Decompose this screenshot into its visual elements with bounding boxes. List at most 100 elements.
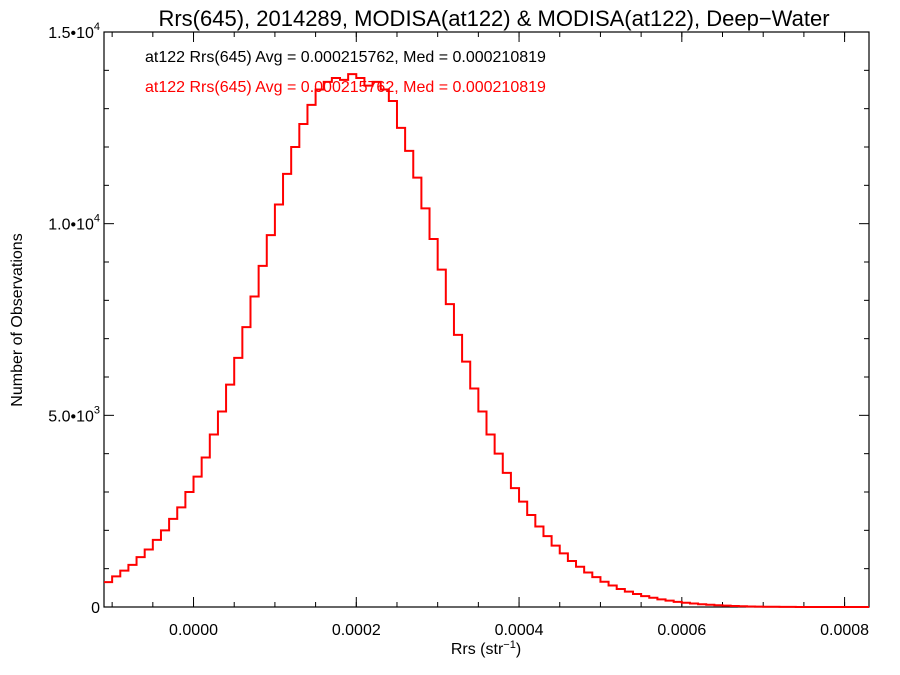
histogram-bin [478,412,486,608]
histogram-bin [112,576,120,607]
stats-annotation-black: at122 Rrs(645) Avg = 0.000215762, Med = … [145,49,546,66]
x-axis-label-end: ) [516,641,521,658]
y-tick-label-main: 1.0•10 [48,217,94,234]
histogram-bin [421,208,429,607]
histogram-bin [128,565,136,607]
histogram-bin [267,235,275,607]
histogram-bin [348,74,356,607]
histogram-bin [503,473,511,607]
histogram-bin [283,174,291,607]
series-layer [104,73,869,608]
y-tick-label-exponent: 4 [94,21,100,33]
histogram-bin [324,82,332,607]
histogram-bin [373,82,381,607]
stats-annotation-red: at122 Rrs(645) Avg = 0.000215762, Med = … [145,79,546,96]
histogram-bin [527,515,535,607]
histogram-bin [633,594,641,607]
histogram-bin [405,151,413,607]
x-axis-label-sup: −1 [503,639,516,651]
histogram-bin [291,147,299,607]
histogram-bin [226,385,234,607]
histogram-bin [137,557,145,607]
y-tick-label-exponent: 4 [94,213,100,225]
histogram-bin [723,606,731,607]
x-axis-label: Rrs (str−1) [451,639,521,658]
histogram-bin [690,604,698,607]
histogram-bin [747,606,755,607]
histogram-bin [161,530,169,607]
histogram-bin [177,507,185,607]
histogram-bin [259,266,267,607]
histogram-bin [454,335,462,607]
histogram-bin [609,586,617,607]
histogram-bin [356,78,364,607]
y-tick-label-main: 1.5•10 [48,25,94,42]
histogram-bin [739,606,747,607]
histogram-bin [666,601,674,607]
histogram-bin [364,86,372,607]
histogram-bin [438,270,446,607]
y-tick-label-exponent: 3 [94,404,100,416]
histogram-bin [153,540,161,607]
histogram-bin [674,602,682,607]
histogram-bin [487,435,495,608]
histogram-bin [657,599,665,607]
y-tick-label: 5.0•103 [48,404,100,425]
histogram-bin [511,488,519,607]
histogram-bin [584,573,592,608]
x-tick-label: 0.0006 [657,622,706,639]
x-axis: 0.0000 0.0002 0.0004 0.0006 0.0008 [111,32,869,639]
histogram-bin [234,358,242,607]
histogram-bin [682,603,690,607]
histogram-bin [340,80,348,607]
histogram-bin [592,577,600,607]
histogram-bin [202,458,210,608]
histogram-bin [210,435,218,608]
histogram-bin [275,205,283,608]
histogram-bin [641,596,649,607]
histogram-bin [649,598,657,607]
histogram-bin [552,546,560,607]
histogram-bin [698,604,706,607]
y-axis-label: Number of Observations [9,233,26,406]
histogram-bin [625,592,633,607]
histogram-bin [560,553,568,607]
histogram-bin [413,178,421,607]
x-tick-label: 0.0008 [820,622,869,639]
histogram-bin [430,239,438,607]
histogram-bin [250,297,258,608]
histogram-bin [389,101,397,607]
histogram-bin [600,582,608,607]
histogram-bin [568,561,576,607]
histogram-bin [543,536,551,607]
histogram-bin [381,90,389,608]
histogram-bin [307,105,315,607]
histogram-bin [145,550,153,608]
histogram-bin [576,567,584,607]
histogram-bin [397,128,405,607]
histogram-bin [194,477,202,607]
histogram-bin [714,605,722,607]
x-tick-label: 0.0004 [495,622,544,639]
histogram-bin [316,90,324,608]
histogram-bin [169,519,177,607]
chart-title: Rrs(645), 2014289, MODISA(at122) & MODIS… [158,6,829,31]
histogram-bin [470,389,478,608]
histogram-bin [218,412,226,608]
histogram-bin [299,124,307,607]
histogram-bin [519,502,527,607]
histogram-bin [495,454,503,607]
histogram-series [104,73,869,608]
histogram-bin [185,492,193,607]
y-tick-label: 1.0•104 [48,213,100,234]
y-tick-label: 1.5•104 [48,21,100,42]
histogram-bin [332,78,340,607]
histogram-bin [104,582,112,607]
x-tick-label: 0.0002 [332,622,381,639]
histogram-bin [731,606,739,607]
histogram-bin [242,327,250,607]
x-tick-label: 0.0000 [169,622,218,639]
histogram-bin [706,605,714,607]
